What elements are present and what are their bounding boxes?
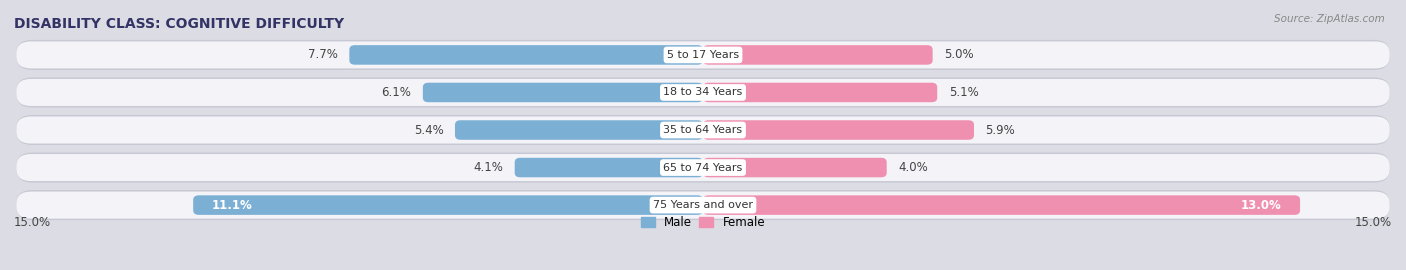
FancyBboxPatch shape	[456, 120, 703, 140]
Text: 5.1%: 5.1%	[949, 86, 979, 99]
Text: 5.9%: 5.9%	[986, 123, 1015, 137]
FancyBboxPatch shape	[423, 83, 703, 102]
Text: 5.4%: 5.4%	[413, 123, 443, 137]
Text: Source: ZipAtlas.com: Source: ZipAtlas.com	[1274, 14, 1385, 23]
FancyBboxPatch shape	[703, 83, 938, 102]
Text: 15.0%: 15.0%	[1355, 217, 1392, 230]
Legend: Male, Female: Male, Female	[636, 211, 770, 234]
Text: 7.7%: 7.7%	[308, 48, 337, 62]
Text: 75 Years and over: 75 Years and over	[652, 200, 754, 210]
FancyBboxPatch shape	[193, 195, 703, 215]
FancyBboxPatch shape	[349, 45, 703, 65]
Text: 13.0%: 13.0%	[1241, 199, 1282, 212]
Text: 35 to 64 Years: 35 to 64 Years	[664, 125, 742, 135]
FancyBboxPatch shape	[703, 45, 932, 65]
Text: 4.1%: 4.1%	[474, 161, 503, 174]
FancyBboxPatch shape	[17, 153, 1389, 183]
FancyBboxPatch shape	[17, 40, 1389, 70]
Text: 11.1%: 11.1%	[211, 199, 252, 212]
FancyBboxPatch shape	[17, 79, 1389, 106]
Text: 6.1%: 6.1%	[381, 86, 412, 99]
FancyBboxPatch shape	[703, 120, 974, 140]
Text: 15.0%: 15.0%	[14, 217, 51, 230]
FancyBboxPatch shape	[17, 192, 1389, 219]
FancyBboxPatch shape	[17, 190, 1389, 220]
Text: 4.0%: 4.0%	[898, 161, 928, 174]
FancyBboxPatch shape	[703, 158, 887, 177]
FancyBboxPatch shape	[703, 195, 1301, 215]
FancyBboxPatch shape	[17, 41, 1389, 68]
FancyBboxPatch shape	[17, 115, 1389, 145]
Text: 5 to 17 Years: 5 to 17 Years	[666, 50, 740, 60]
FancyBboxPatch shape	[17, 154, 1389, 181]
FancyBboxPatch shape	[17, 116, 1389, 144]
Text: 65 to 74 Years: 65 to 74 Years	[664, 163, 742, 173]
FancyBboxPatch shape	[17, 77, 1389, 107]
FancyBboxPatch shape	[515, 158, 703, 177]
Text: 5.0%: 5.0%	[945, 48, 974, 62]
Text: DISABILITY CLASS: COGNITIVE DIFFICULTY: DISABILITY CLASS: COGNITIVE DIFFICULTY	[14, 16, 344, 31]
Text: 18 to 34 Years: 18 to 34 Years	[664, 87, 742, 97]
